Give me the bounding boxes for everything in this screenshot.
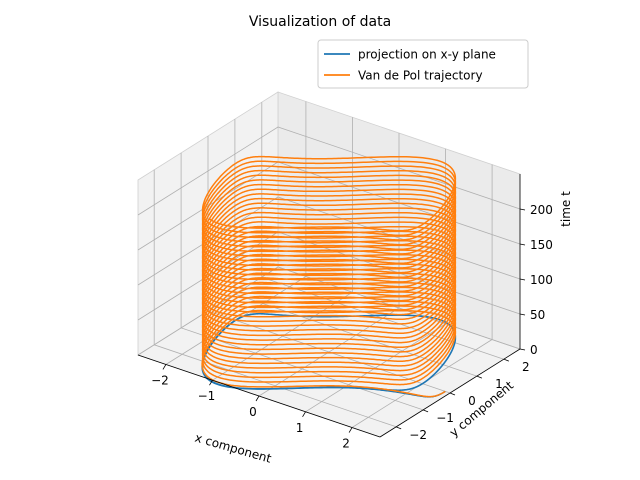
x-tick-mark [302, 411, 306, 417]
y-tick-mark [449, 392, 456, 396]
y-tick-mark [476, 375, 483, 379]
x-tick-label: −2 [151, 373, 169, 387]
z-tick-mark [519, 243, 526, 246]
z-tick-label: 50 [530, 308, 545, 322]
z-tick-label: 0 [530, 343, 538, 357]
z-axis-label: time t [559, 191, 573, 227]
y-tick-mark [503, 358, 509, 362]
chart-title: Visualization of data [249, 14, 391, 30]
z-grid-line [137, 126, 521, 216]
data-series [201, 155, 457, 398]
z-tick-mark [519, 208, 526, 211]
z-tick-label: 150 [530, 238, 553, 252]
z-tick-mark [519, 348, 526, 351]
x-tick-mark [348, 427, 353, 433]
x-tick-mark [255, 395, 260, 402]
legend-label-trajectory: Van de Pol trajectory [358, 69, 483, 83]
x-tick-mark [209, 380, 213, 386]
y-tick-label: 2 [522, 360, 530, 374]
z-tick-label: 100 [530, 273, 553, 287]
y-tick-label: 0 [468, 394, 476, 408]
y-tick-mark [422, 409, 429, 413]
x-tick-label: 0 [249, 405, 257, 419]
x-tick-label: 2 [342, 437, 350, 451]
x-tick-label: −1 [198, 389, 216, 403]
y-tick-mark [396, 426, 402, 430]
y-tick-label: 1 [495, 377, 503, 391]
y-tick-label: −2 [409, 428, 427, 442]
z-tick-mark [519, 313, 526, 316]
x-tick-label: 1 [296, 421, 304, 435]
x-tick-mark [162, 364, 167, 370]
legend-label-projection: projection on x-y plane [358, 48, 496, 62]
series-line-trajectory [201, 155, 457, 398]
z-tick-mark [519, 278, 526, 281]
legend-box [317, 39, 529, 89]
legend: projection on x-y plane Van de Pol traje… [317, 39, 529, 89]
z-tick-label: 200 [530, 203, 553, 217]
y-tick-label: −1 [436, 411, 454, 425]
